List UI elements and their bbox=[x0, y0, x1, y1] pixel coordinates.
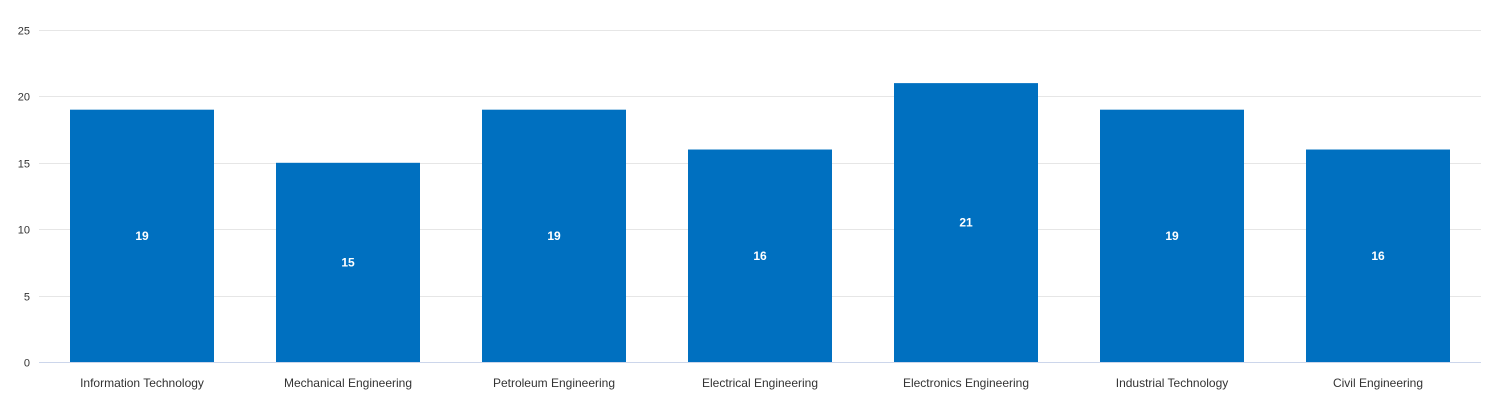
bar-5[interactable] bbox=[894, 83, 1038, 363]
bar-4[interactable] bbox=[688, 149, 832, 362]
bar-7[interactable] bbox=[1306, 149, 1450, 362]
y-tick-label-0: 0 bbox=[24, 358, 30, 370]
x-tick-label-1: Information Technology bbox=[80, 376, 204, 390]
data-label-5: 21 bbox=[959, 216, 973, 230]
data-label-6: 19 bbox=[1165, 229, 1179, 243]
x-axis-tick-labels: Information Technology Mechanical Enginee… bbox=[80, 376, 1423, 390]
x-tick-label-2: Mechanical Engineering bbox=[284, 376, 412, 390]
data-label-4: 16 bbox=[753, 249, 767, 263]
x-tick-label-3: Petroleum Engineering bbox=[493, 376, 615, 390]
y-tick-label-25: 25 bbox=[18, 26, 30, 38]
y-tick-label-10: 10 bbox=[18, 225, 30, 237]
x-tick-label-4: Electrical Engineering bbox=[702, 376, 818, 390]
data-label-1: 19 bbox=[135, 229, 149, 243]
bar-3[interactable] bbox=[482, 109, 626, 363]
data-label-7: 16 bbox=[1371, 249, 1385, 263]
x-tick-label-5: Electronics Engineering bbox=[903, 376, 1029, 390]
bar-6[interactable] bbox=[1100, 109, 1244, 363]
x-tick-label-7: Civil Engineering bbox=[1333, 376, 1423, 390]
bar-2[interactable] bbox=[276, 162, 420, 362]
y-tick-label-15: 15 bbox=[18, 159, 30, 171]
data-label-3: 19 bbox=[547, 229, 561, 243]
data-label-2: 15 bbox=[341, 255, 355, 269]
x-tick-label-6: Industrial Technology bbox=[1116, 376, 1229, 390]
data-labels: 19 15 19 16 21 19 16 bbox=[135, 216, 1385, 270]
y-tick-label-5: 5 bbox=[24, 292, 30, 304]
y-axis-tick-labels: 0 5 10 15 20 25 bbox=[18, 26, 30, 370]
bar-1[interactable] bbox=[70, 109, 214, 363]
bars bbox=[70, 83, 1450, 363]
y-tick-label-20: 20 bbox=[18, 92, 30, 104]
